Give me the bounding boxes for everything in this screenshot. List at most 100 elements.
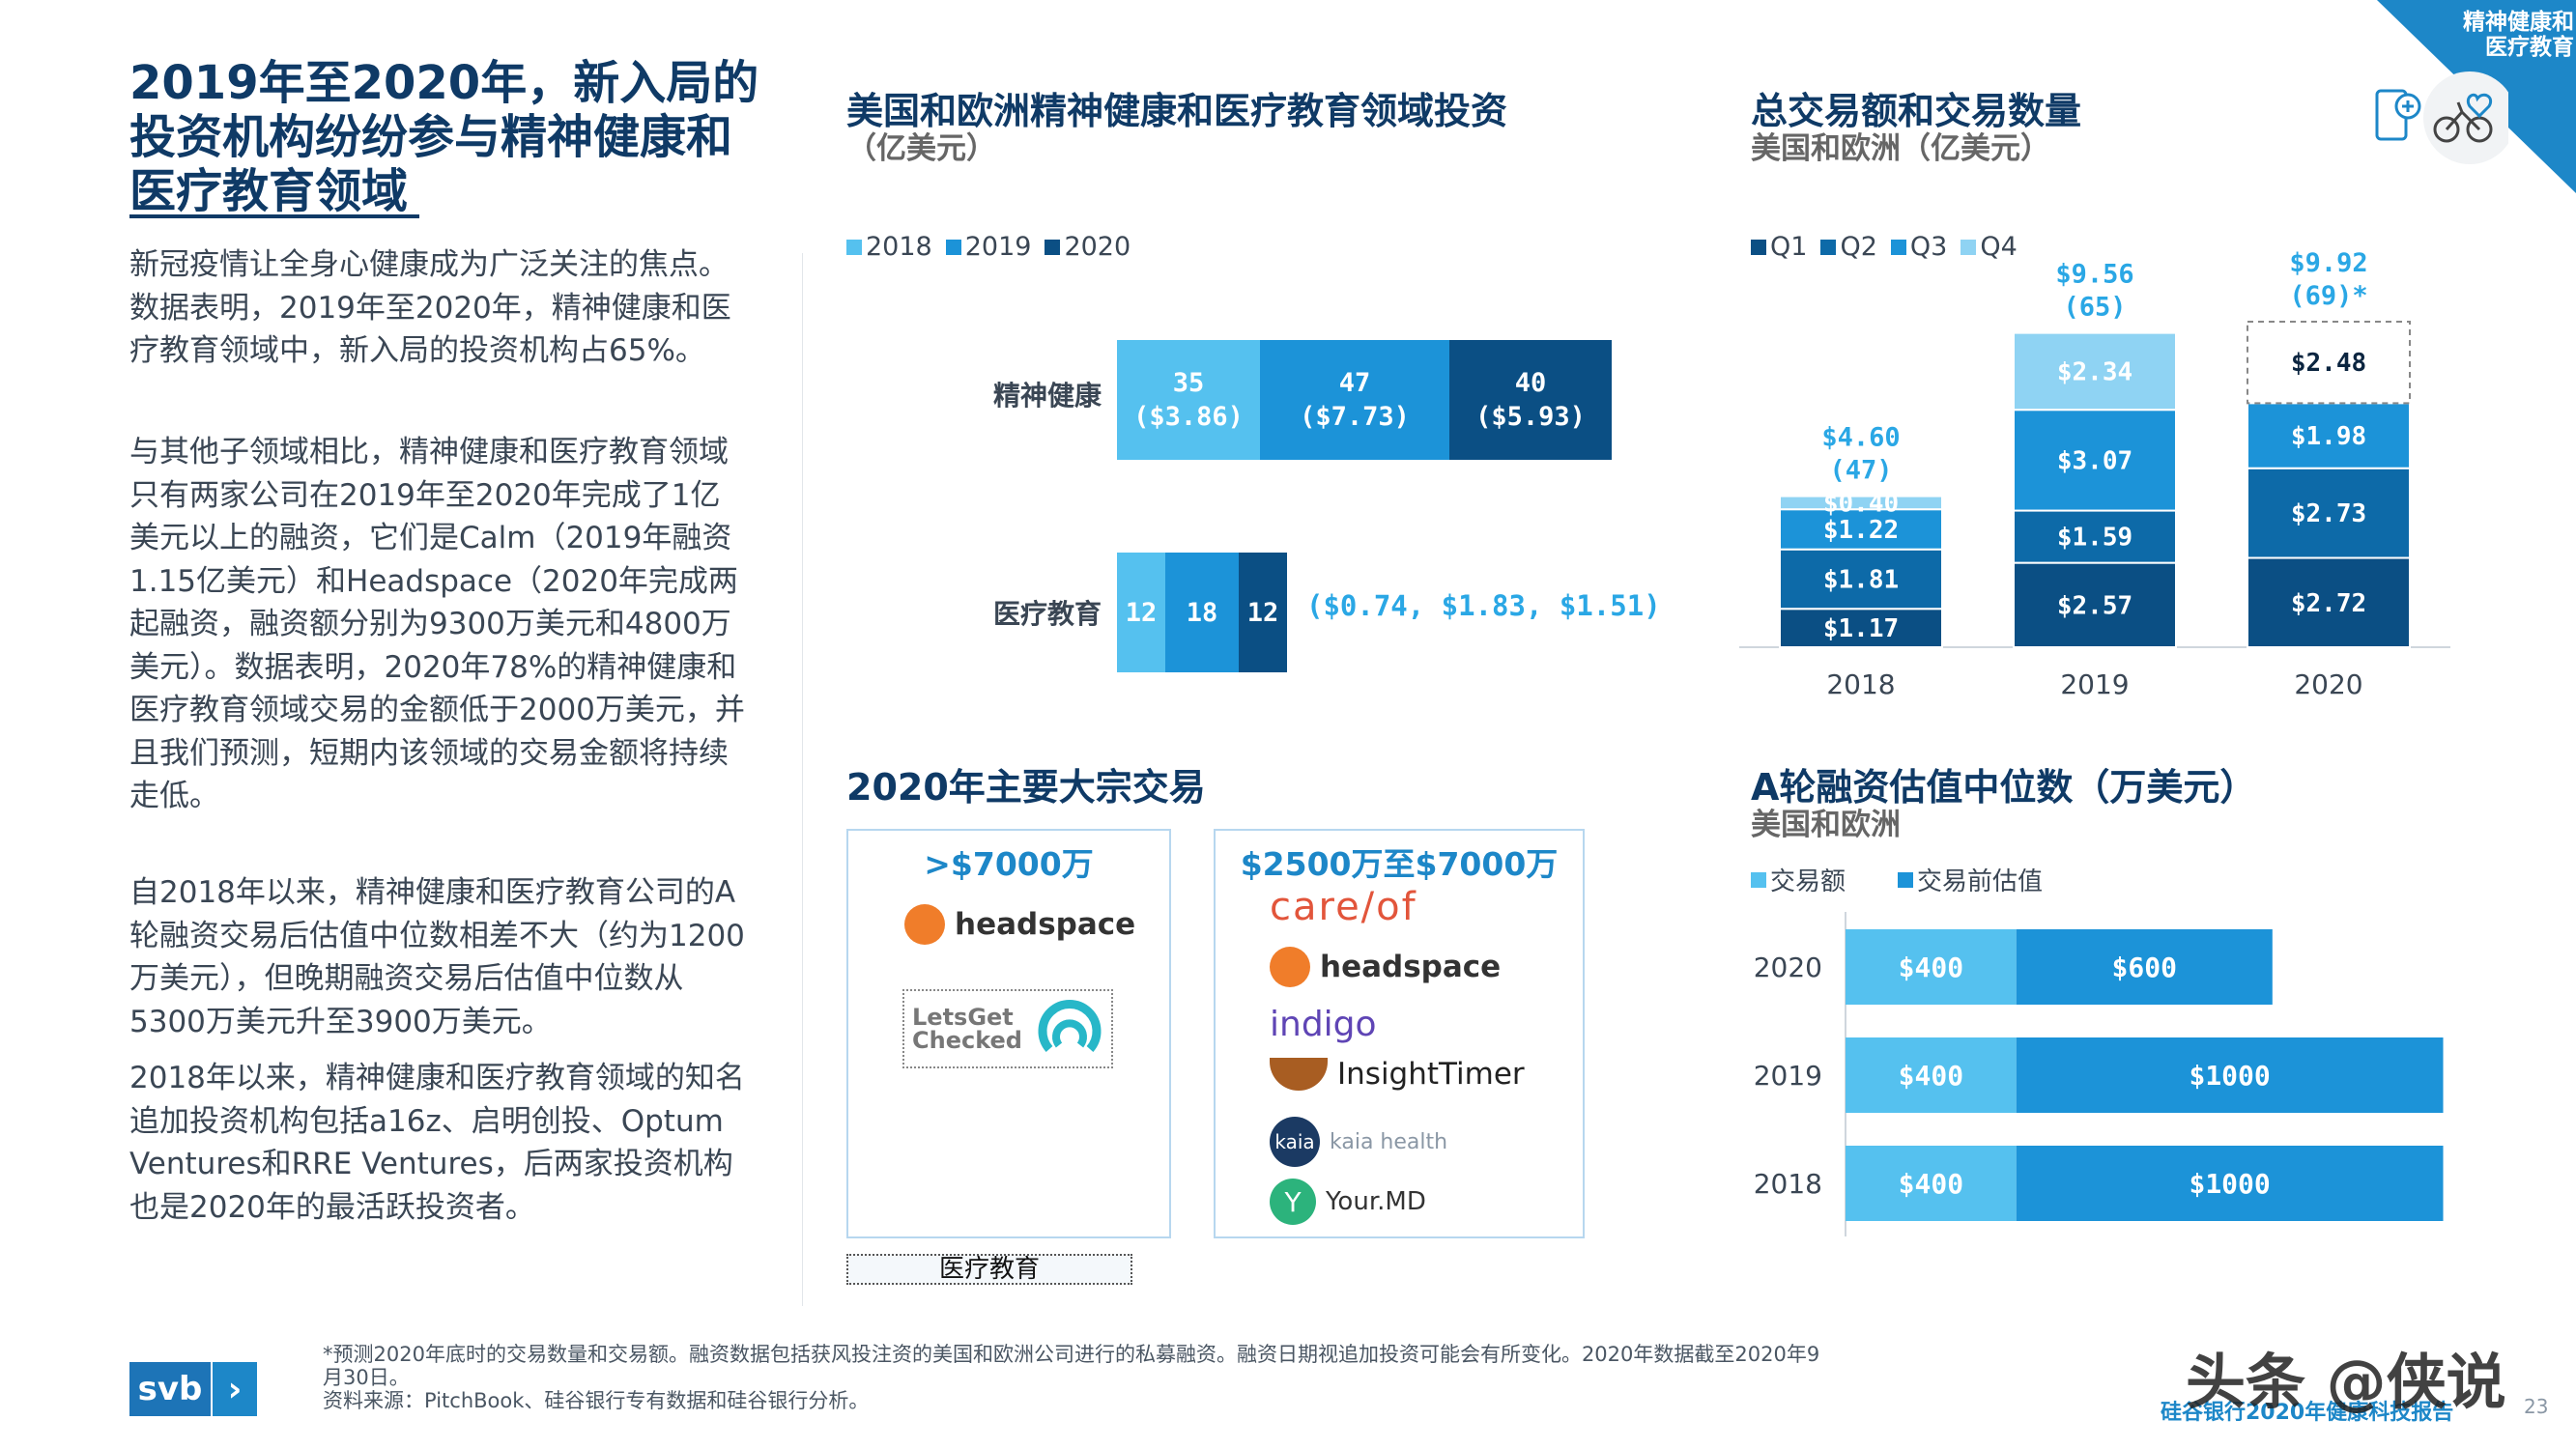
title-underline <box>129 214 419 218</box>
footnote: *预测2020年底时的交易数量和交易额。融资数据包括获风投注资的美国和欧洲公司进… <box>323 1343 1830 1412</box>
chart1-edu-amounts: ($0.74, $1.83, $1.51) <box>1306 589 1661 622</box>
deals-tag-medical-edu: 医疗教育 <box>846 1254 1132 1285</box>
chart3-seg-2018-deal <box>1846 1146 2017 1221</box>
chart3-label-2020-premoney: $600 <box>2112 952 2177 983</box>
chart2-legend-q4: Q4 <box>1961 232 2018 262</box>
chart2-seg-2018-Q3 <box>1779 508 1943 551</box>
chart1-bar-edu: 12 18 12 <box>1117 553 1287 672</box>
chart2-label-2018-Q1: $1.17 <box>1823 614 1899 643</box>
chart2-total-2019: $9.56 <box>2055 260 2133 290</box>
logo-headspace-2: headspace <box>1270 947 1501 987</box>
svb-logo: svb › <box>129 1362 257 1416</box>
chart1-legend-2018: 2018 <box>846 232 932 262</box>
chart2-xtick-2018: 2018 <box>1826 668 1895 700</box>
chart3-ytick-2020: 2020 <box>1754 952 1822 983</box>
deals-box-mid: $2500万至$7000万 care/of headspace indigo I… <box>1214 829 1585 1238</box>
footnote-source: 资料来源：PitchBook、硅谷银行专有数据和硅谷银行分析。 <box>323 1389 870 1412</box>
logo-letsgetchecked: LetsGet Checked <box>902 989 1113 1068</box>
chart2-legend-q1: Q1 <box>1751 232 1807 262</box>
chart3-seg-2020-premoney <box>2016 929 2273 1005</box>
logo-kaia: kaia kaia health <box>1270 1117 1447 1167</box>
paragraph-3: 自2018年以来，精神健康和医疗教育公司的A轮融资交易后估值中位数相差不大（约为… <box>129 875 745 1039</box>
chart1-subtitle: （亿美元） <box>846 131 996 166</box>
chart2-label-2018-Q4: $0.40 <box>1823 489 1899 518</box>
chart1-seg-mental-2019: 47 ($7.73) <box>1260 340 1449 460</box>
chart1-seg-mental-2020: 40 ($5.93) <box>1449 340 1612 460</box>
yourmd-circle-icon: Y <box>1270 1179 1316 1225</box>
deals-box-mid-head: $2500万至$7000万 <box>1240 845 1559 883</box>
paragraph-4: 2018年以来，精神健康和医疗教育领域的知名追加投资机构包括a16z、启明创投、… <box>129 1061 745 1225</box>
page-title: 2019年至2020年，新入局的 投资机构纷纷参与精神健康和 医疗教育领域 <box>129 56 787 218</box>
chart2-subtitle: 美国和欧洲（亿美元） <box>1751 131 2050 166</box>
paragraph-2: 与其他子领域相比，精神健康和医疗教育领域只有两家公司在2019年至2020年完成… <box>129 435 745 813</box>
kaia-circle-icon: kaia <box>1270 1117 1320 1167</box>
logo-indigo: indigo <box>1270 1005 1377 1044</box>
chart2-xtick-2020: 2020 <box>2294 668 2362 700</box>
chart2-seg-2018-Q2 <box>1779 548 1943 611</box>
page-title-line2: 投资机构纷纷参与精神健康和 <box>129 110 733 164</box>
chart2-seg-2018-Q4 <box>1779 495 1943 511</box>
paragraph-1: 新冠疫情让全身心健康成为广泛关注的焦点。数据表明，2019年至2020年，精神健… <box>129 247 731 368</box>
chart3-seg-2018-premoney <box>2016 1146 2444 1221</box>
chart2-label-2019-Q1: $2.57 <box>2057 591 2132 620</box>
chart1-row-label-mental: 精神健康 <box>992 380 1102 412</box>
health-device-icon <box>2375 71 2508 164</box>
chart3-legend-premoney: 交易前估值 <box>1898 862 2043 897</box>
chart2-label-2019-Q4: $2.34 <box>2057 357 2132 386</box>
chart2-seg-2019-Q4 <box>2013 331 2177 412</box>
chart2-label-2018-Q2: $1.81 <box>1823 565 1899 594</box>
chart3-seg-2019-premoney <box>2016 1037 2444 1113</box>
chart2-seg-2018-Q1 <box>1779 608 1943 648</box>
footnote-line1: *预测2020年底时的交易数量和交易额。融资数据包括获风投注资的美国和欧洲公司进… <box>323 1343 1820 1389</box>
chart3-label-2019-deal: $400 <box>1899 1060 1963 1092</box>
chart3-hbar: $400 $600 2020 $400 $1000 2019 $400 $1000 2018 <box>1754 912 2444 1236</box>
corner-tag-line2: 医疗教育 <box>2485 35 2574 60</box>
chart1-legend: 2018 2019 2020 <box>846 232 1131 262</box>
chart2-label-2020-Q2: $2.73 <box>2291 499 2366 528</box>
chart2-seg-2020-Q2 <box>2247 467 2411 559</box>
logo-insighttimer: InsightTimer <box>1270 1057 1525 1092</box>
chart2-count-2020: (69)* <box>2289 281 2367 311</box>
chart3-label-2020-deal: $400 <box>1899 952 1963 983</box>
chart2-seg-2019-Q2 <box>2013 509 2177 564</box>
chart2-label-2018-Q3: $1.22 <box>1823 516 1899 545</box>
page-number: 23 <box>2524 1395 2549 1418</box>
chart3-ytick-2018: 2018 <box>1754 1168 1822 1200</box>
chart3-ytick-2019: 2019 <box>1754 1060 1822 1092</box>
logo-yourmd: Y Your.MD <box>1270 1179 1426 1225</box>
chart2-label-2020-Q1: $2.72 <box>2291 589 2366 618</box>
chart3-subtitle: 美国和欧洲 <box>1751 808 1901 842</box>
headspace-dot-icon <box>904 904 945 945</box>
chart2-label-2020-Q4: $2.48 <box>2291 349 2366 378</box>
chart1-seg-edu-2019: 18 <box>1165 553 1239 672</box>
chart3-label-2018-deal: $400 <box>1899 1168 1963 1200</box>
chart2-seg-2020-Q3 <box>2247 402 2411 469</box>
corner-tag-text: 精神健康和 医疗教育 <box>2429 10 2574 60</box>
chart1-legend-2020: 2020 <box>1045 232 1131 262</box>
chart3-seg-2020-deal <box>1846 929 2017 1005</box>
chart2-seg-2020-Q1 <box>2247 556 2411 648</box>
chart2-stacked-columns: $1.17 $1.81 $1.22$0.40 $4.60(47) 2018 $2.57 $1… <box>1739 251 2450 700</box>
chart3-seg-2019-deal <box>1846 1037 2017 1113</box>
chart2-count-2018: (47) <box>1829 456 1892 486</box>
deals-box-large: >$7000万 headspace LetsGet Checked <box>846 829 1171 1238</box>
chart1-row-label-edu: 医疗教育 <box>992 598 1102 630</box>
svb-logo-text: svb <box>129 1362 211 1416</box>
headspace-dot-icon <box>1270 947 1310 987</box>
chart3-label-2018-premoney: $1000 <box>2189 1168 2270 1200</box>
insighttimer-bowl-icon <box>1270 1058 1328 1091</box>
deals-title: 2020年主要大宗交易 <box>846 766 1206 809</box>
logo-careof: care/of <box>1270 885 1417 929</box>
chart2-title: 总交易额和交易数量 <box>1751 90 2082 132</box>
chart2-legend: Q1 Q2 Q3 Q4 <box>1751 232 2018 262</box>
page-title-line1: 2019年至2020年，新入局的 <box>129 56 759 110</box>
chart2-total-2020: $9.92 <box>2289 251 2367 278</box>
chart2-label-2019-Q2: $1.59 <box>2057 524 2132 553</box>
chart2-legend-q2: Q2 <box>1820 232 1877 262</box>
chart2-legend-q3: Q3 <box>1890 232 1947 262</box>
chart1-bar-mental: 35 ($3.86) 47 ($7.73) 40 ($5.93) <box>1117 340 1612 460</box>
chart2-xtick-2019: 2019 <box>2060 668 2129 700</box>
chart2-seg-2019-Q1 <box>2013 561 2177 648</box>
chart3-legend-deal: 交易额 <box>1751 862 1846 897</box>
chart1-seg-edu-2018: 12 <box>1117 553 1165 672</box>
